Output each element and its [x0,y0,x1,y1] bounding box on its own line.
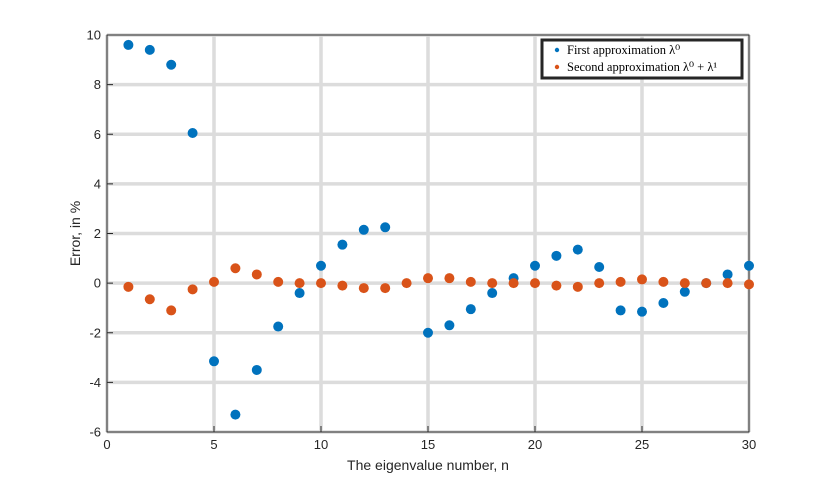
legend-box [540,38,744,80]
second-approx-point [487,278,498,289]
second-approx-point [401,278,412,289]
second-approx-point [358,283,369,294]
axis-ticks: 0 5 10 15 20 25 30 -6 -4 -2 0 2 4 6 8 10 [87,28,757,453]
first-approx-point [144,44,155,55]
first-approx-point [444,320,455,331]
first-approx-point [380,222,391,233]
second-approx-point [615,276,626,287]
first-approx-point [166,59,177,70]
first-approx-point [487,288,498,299]
first-approx-point [209,356,219,367]
first-approx-point [551,250,562,261]
second-approx-point [679,278,690,289]
legend-entry-first: First approximation λ⁰ [567,43,680,57]
second-approx-point [508,278,519,289]
y-axis-label: Error, in % [67,201,83,266]
second-approx-point [337,280,348,291]
second-approx-point [530,278,540,289]
second-approx-point [380,283,391,294]
second-approx-point [316,278,326,289]
second-approx-point [465,276,476,287]
y-tick-label: 6 [94,127,101,142]
y-tick-label: -6 [89,425,101,440]
y-tick-label: 10 [87,28,101,43]
first-approx-point [337,239,348,250]
y-tick-label: 8 [94,77,101,92]
x-axis-label: The eigenvalue number, n [347,457,509,473]
second-approx-point [123,281,134,292]
first-approx-point [572,244,583,255]
second-approx-point [251,269,262,280]
second-approx-point [209,276,219,287]
first-approx-point [316,260,326,271]
second-approx-point [594,278,605,289]
first-approx-point [744,260,754,271]
first-approx-point [594,261,605,272]
second-approx-point [637,274,647,285]
grid-lines [105,33,751,434]
legend-marker-first [554,47,560,53]
first-approx-point [722,269,733,280]
legend-marker-second [554,64,560,70]
first-approx-point [251,364,262,375]
second-approx-point [273,276,284,287]
first-approx-point [615,305,626,316]
legend-entry-second: Second approximation λ⁰ + λ¹ [567,60,717,74]
x-tick-label: 5 [210,437,217,452]
first-approx-point [465,304,476,315]
second-approx-point [187,284,198,295]
legend: First approximation λ⁰ Second approximat… [540,38,744,80]
second-approx-point [144,294,155,305]
first-approx-point [423,327,433,338]
second-approx-point [744,279,754,290]
second-approx-point [722,278,733,289]
second-approx-point [701,278,712,289]
x-tick-label: 25 [635,437,649,452]
y-tick-label: 2 [94,226,101,241]
second-approx-point [423,273,433,284]
first-approx-point [679,286,690,297]
first-approx-point [658,297,669,308]
first-approx-point [530,260,540,271]
y-tick-label: 0 [94,276,101,291]
data-points [123,39,754,420]
second-approx-point [444,273,455,284]
first-approx-point [358,224,369,235]
second-approx-point [230,263,241,274]
x-tick-label: 30 [742,437,756,452]
x-tick-label: 15 [421,437,435,452]
first-approx-point [230,409,241,420]
y-tick-label: -4 [89,375,101,390]
second-approx-point [572,281,583,292]
second-approx-point [551,280,562,291]
first-approx-point [273,321,284,332]
x-tick-label: 0 [103,437,110,452]
second-approx-point [658,276,669,287]
first-approx-point [637,306,647,317]
second-approx-point [166,305,177,316]
y-tick-label: 4 [94,176,101,191]
y-tick-label: -2 [89,325,101,340]
first-approx-point [187,128,198,139]
first-approx-point [123,39,134,50]
x-tick-label: 10 [314,437,328,452]
second-approx-point [294,278,305,289]
x-tick-label: 20 [528,437,542,452]
first-approx-point [294,288,305,299]
